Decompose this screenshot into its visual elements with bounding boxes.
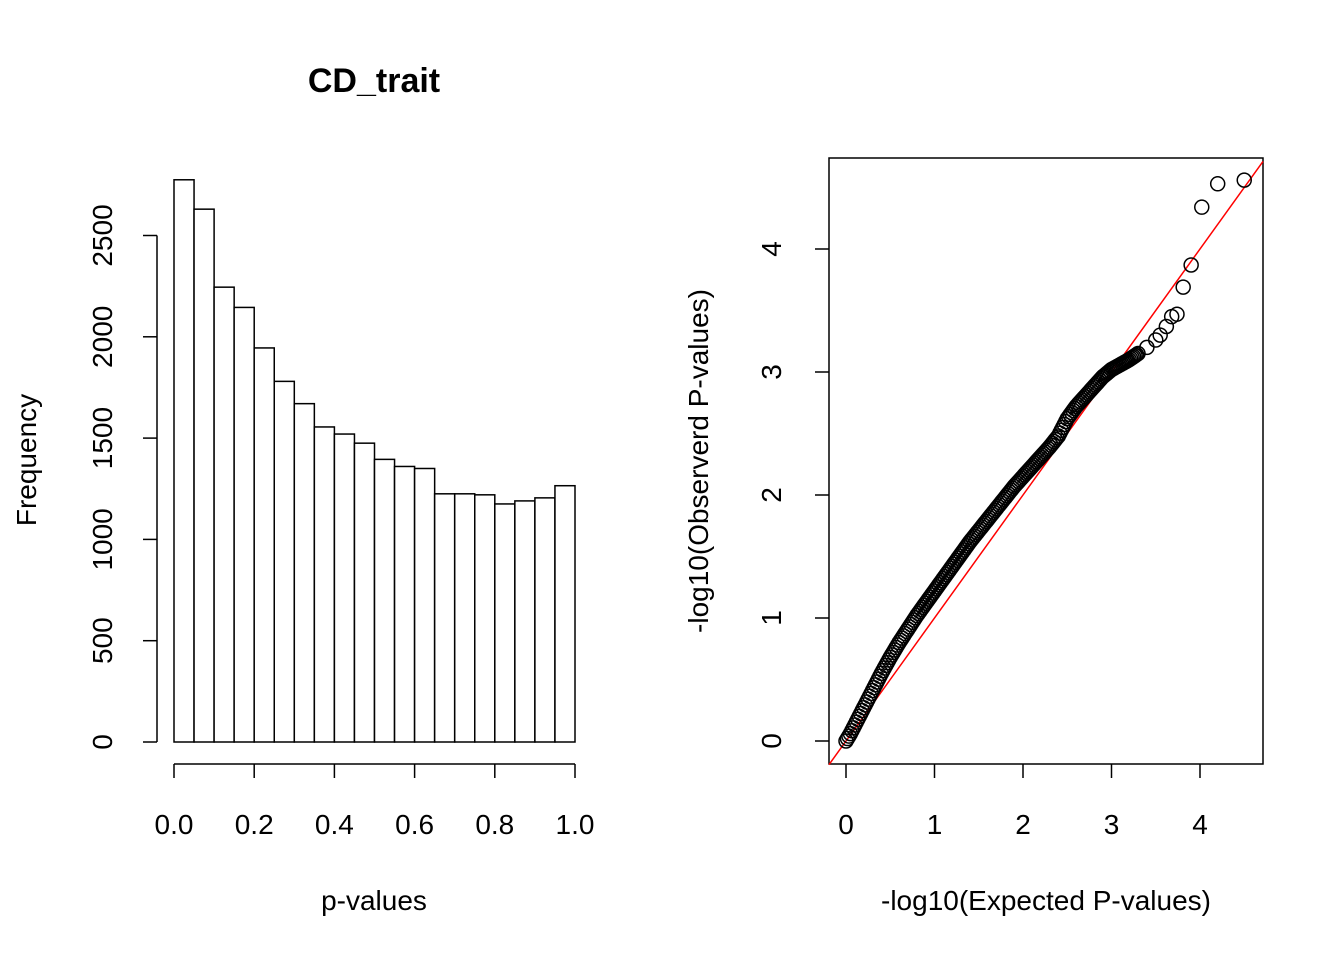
histogram-x-tick-label: 0.8 [475, 809, 514, 840]
histogram-bar [213, 286, 235, 743]
qq-x-tick-label: 2 [1015, 809, 1031, 840]
histogram-y-tick-label: 1500 [87, 407, 118, 469]
histogram-bar [313, 426, 336, 743]
histogram-x-label: p-values [321, 885, 427, 916]
qq-points [838, 172, 1252, 749]
histogram-bar [353, 442, 376, 743]
qq-point [1046, 433, 1062, 450]
qq-y-tick-label: 1 [756, 610, 787, 626]
qq-x-tick-label: 1 [927, 809, 943, 840]
qq-point [1158, 318, 1175, 335]
histogram-y-tick-label: 500 [87, 617, 118, 664]
histogram-x-tick-label: 1.0 [556, 809, 595, 840]
qq-plot-box [828, 157, 1264, 765]
histogram-x-tick-label: 0.0 [155, 809, 194, 840]
qq-y-axis: 0 1 2 3 4 [756, 241, 829, 749]
qq-point [1148, 332, 1164, 348]
qq-reference-line [828, 161, 1264, 766]
histogram-bar [253, 347, 275, 743]
histogram-bar [333, 433, 356, 743]
histogram-bar [433, 493, 456, 743]
histogram-bar [393, 465, 416, 743]
histogram-y-label: Frequency [11, 394, 42, 526]
qq-x-tick-label: 4 [1192, 809, 1208, 840]
histogram-x-tick-label: 0.6 [395, 809, 434, 840]
histogram-x-axis: 0.0 0.2 0.4 0.6 0.8 1.0 [155, 763, 595, 840]
histogram-y-tick-label: 2500 [87, 204, 118, 266]
qq-y-tick-label: 0 [756, 733, 787, 749]
qq-y-tick-label: 2 [756, 487, 787, 503]
histogram-y-axis: 0 500 1000 1500 2000 2500 [87, 204, 158, 750]
qq-point [1127, 347, 1143, 364]
histogram-bar [173, 179, 195, 743]
histogram-bar [233, 306, 255, 743]
qq-x-tick-label: 3 [1104, 809, 1120, 840]
qq-point [1169, 306, 1185, 322]
histogram-y-tick-label: 1000 [87, 508, 118, 570]
qq-y-tick-label: 3 [756, 364, 787, 380]
histogram-bar [474, 494, 496, 743]
histogram-x-tick-label: 0.2 [235, 809, 274, 840]
histogram-bar [554, 484, 576, 743]
qq-point [1128, 346, 1145, 363]
histogram-x-tick-label: 0.4 [315, 809, 354, 840]
qq-plot-panel: 0 1 2 3 4 0 1 2 3 4 -log10(Expected P-values) -l… [683, 157, 1264, 916]
qq-point [1125, 348, 1142, 365]
qq-point [1183, 257, 1199, 273]
qq-x-tick-label: 0 [838, 809, 854, 840]
qq-y-label: -log10(Observerd P-values) [683, 289, 714, 633]
histogram-bar [373, 458, 396, 743]
histogram-bar [273, 380, 296, 743]
qq-y-tick-label: 4 [756, 241, 787, 257]
histogram-title: CD_trait [308, 62, 440, 100]
histogram-y-tick-label: 0 [87, 734, 118, 750]
histogram-bar [494, 503, 516, 743]
qq-point [1209, 176, 1226, 192]
qq-x-axis: 0 1 2 3 4 [838, 764, 1208, 840]
histogram-bar [413, 467, 436, 743]
qq-point [1175, 279, 1191, 295]
histogram-bar [514, 500, 536, 743]
histogram-bar [534, 497, 556, 743]
qq-point [1194, 199, 1210, 215]
histogram-bar [293, 402, 316, 743]
histogram-y-tick-label: 2000 [87, 306, 118, 368]
histogram-bar [453, 493, 476, 743]
histogram-bars [173, 179, 576, 743]
histogram-bar [193, 208, 215, 743]
qq-x-label: -log10(Expected P-values) [881, 885, 1211, 916]
qq-point [1236, 172, 1252, 188]
